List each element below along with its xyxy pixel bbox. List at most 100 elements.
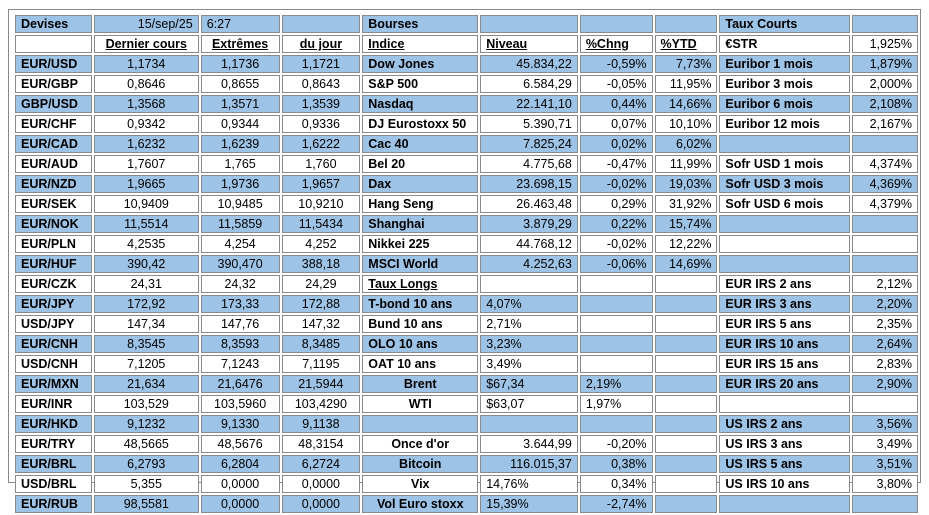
last-price: 5,355	[93, 475, 199, 493]
last-price: 1,6232	[93, 135, 199, 153]
ytd-pct	[654, 335, 718, 353]
last-price: 24,31	[93, 275, 199, 293]
instrument-name: Dax	[362, 175, 479, 193]
table-row: EUR/INR 103,529 103,5960 103,4290 WTI $63,07 1…	[15, 395, 918, 413]
day-high: 0,0000	[200, 475, 280, 493]
change-pct: -0,59%	[579, 55, 653, 73]
rate-label: Sofr USD 1 mois	[719, 155, 851, 173]
day-high: 1,6239	[200, 135, 280, 153]
instrument-name: WTI	[362, 395, 479, 413]
level-value	[480, 275, 578, 293]
instrument-name: Hang Seng	[362, 195, 479, 213]
day-low: 0,9336	[281, 115, 361, 133]
col-header-indice: Indice	[362, 35, 479, 53]
currency-pair: EUR/USD	[15, 55, 92, 73]
change-pct: 0,38%	[579, 455, 653, 473]
ytd-pct	[654, 415, 718, 433]
last-price: 103,529	[93, 395, 199, 413]
last-price: 10,9409	[93, 195, 199, 213]
rate-value: 2,108%	[852, 95, 918, 113]
ytd-pct	[654, 475, 718, 493]
last-price: 147,34	[93, 315, 199, 333]
instrument-name: S&P 500	[362, 75, 479, 93]
devises-header: Devises	[15, 15, 92, 33]
ytd-pct: 14,66%	[654, 95, 718, 113]
rate-value: 2,20%	[852, 295, 918, 313]
ytd-pct	[654, 275, 718, 293]
market-table-frame: Devises 15/sep/25 6:27 Bourses Taux Cour…	[8, 9, 921, 513]
ytd-pct	[654, 315, 718, 333]
level-value: 7.825,24	[480, 135, 578, 153]
currency-pair: EUR/JPY	[15, 295, 92, 313]
ytd-pct: 7,73%	[654, 55, 718, 73]
col-header-ytd: %YTD	[654, 35, 718, 53]
estr-value: 1,925%	[852, 35, 918, 53]
level-value: $63,07	[480, 395, 578, 413]
level-value: 3.644,99	[480, 435, 578, 453]
level-value: 116.015,37	[480, 455, 578, 473]
rate-value	[852, 255, 918, 273]
rate-value: 3,51%	[852, 455, 918, 473]
instrument-name: OLO 10 ans	[362, 335, 479, 353]
currency-pair: EUR/MXN	[15, 375, 92, 393]
day-low: 0,0000	[281, 475, 361, 493]
rate-label	[719, 215, 851, 233]
rate-value	[852, 395, 918, 413]
table-row: EUR/CZK 24,31 24,32 24,29 Taux Longs EUR IRS …	[15, 275, 918, 293]
ytd-pct	[654, 495, 718, 513]
rate-label	[719, 395, 851, 413]
table-row: EUR/NZD 1,9665 1,9736 1,9657 Dax 23.698,15 -0,…	[15, 175, 918, 193]
last-price: 172,92	[93, 295, 199, 313]
day-high: 1,9736	[200, 175, 280, 193]
instrument-name: Brent	[362, 375, 479, 393]
table-row: EUR/BRL 6,2793 6,2804 6,2724 Bitcoin 116.015,…	[15, 455, 918, 473]
ytd-pct: 14,69%	[654, 255, 718, 273]
day-low: 9,1138	[281, 415, 361, 433]
table-row: EUR/USD 1,1734 1,1736 1,1721 Dow Jones 45.834…	[15, 55, 918, 73]
currency-pair: USD/CNH	[15, 355, 92, 373]
instrument-name	[362, 415, 479, 433]
day-low: 4,252	[281, 235, 361, 253]
rate-value	[852, 235, 918, 253]
currency-pair: EUR/TRY	[15, 435, 92, 453]
col-header-niveau: Niveau	[480, 35, 578, 53]
rate-value: 3,56%	[852, 415, 918, 433]
change-pct: 2,19%	[579, 375, 653, 393]
currency-pair: EUR/CZK	[15, 275, 92, 293]
instrument-name: Shanghai	[362, 215, 479, 233]
level-value: 23.698,15	[480, 175, 578, 193]
change-pct: 0,22%	[579, 215, 653, 233]
change-pct: 0,44%	[579, 95, 653, 113]
rate-value: 2,000%	[852, 75, 918, 93]
time-label: 6:27	[200, 15, 280, 33]
day-high: 11,5859	[200, 215, 280, 233]
currency-pair: EUR/CAD	[15, 135, 92, 153]
market-data-table: Devises 15/sep/25 6:27 Bourses Taux Cour…	[13, 13, 920, 515]
rate-label: Sofr USD 6 mois	[719, 195, 851, 213]
day-low: 1,1721	[281, 55, 361, 73]
currency-pair: USD/JPY	[15, 315, 92, 333]
instrument-name: OAT 10 ans	[362, 355, 479, 373]
level-value: $67,34	[480, 375, 578, 393]
col-header-extremes: Extrêmes	[200, 35, 280, 53]
rate-value: 2,83%	[852, 355, 918, 373]
instrument-name: T-bond 10 ans	[362, 295, 479, 313]
rate-label: Euribor 1 mois	[719, 55, 851, 73]
change-pct: 0,34%	[579, 475, 653, 493]
change-pct: -0,05%	[579, 75, 653, 93]
ytd-pct: 12,22%	[654, 235, 718, 253]
change-pct: 1,97%	[579, 395, 653, 413]
level-value: 5.390,71	[480, 115, 578, 133]
last-price: 21,634	[93, 375, 199, 393]
day-high: 1,1736	[200, 55, 280, 73]
header-blank-cell	[654, 15, 718, 33]
last-price: 0,9342	[93, 115, 199, 133]
estr-label: €STR	[719, 35, 851, 53]
last-price: 98,5581	[93, 495, 199, 513]
last-price: 0,8646	[93, 75, 199, 93]
instrument-name: Cac 40	[362, 135, 479, 153]
rate-value: 4,369%	[852, 175, 918, 193]
day-high: 4,254	[200, 235, 280, 253]
level-value: 26.463,48	[480, 195, 578, 213]
level-value: 3.879,29	[480, 215, 578, 233]
